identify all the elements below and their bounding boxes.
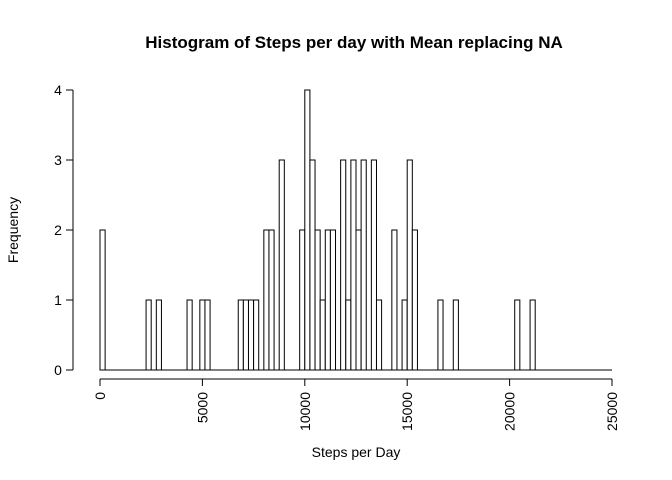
histogram-bar bbox=[355, 229, 362, 371]
histogram-bar bbox=[314, 229, 321, 371]
histogram-bar bbox=[411, 229, 418, 371]
histogram-bar bbox=[99, 229, 106, 371]
y-tick-label: 3 bbox=[54, 152, 62, 168]
x-tick-label: 10000 bbox=[297, 392, 313, 431]
histogram-bar bbox=[186, 299, 193, 371]
x-tick-label: 15000 bbox=[399, 392, 415, 431]
histogram-bar bbox=[406, 159, 413, 371]
histogram-bar bbox=[155, 299, 162, 371]
y-tick-label: 0 bbox=[54, 362, 62, 378]
chart-title: Histogram of Steps per day with Mean rep… bbox=[145, 33, 563, 52]
histogram-bar bbox=[375, 299, 383, 371]
x-tick-label: 0 bbox=[92, 392, 108, 400]
histogram-bar bbox=[401, 299, 408, 371]
y-axis-label: Frequency bbox=[5, 197, 21, 263]
y-tick-label: 2 bbox=[54, 222, 62, 238]
histogram-bar bbox=[391, 229, 398, 371]
bars-group bbox=[99, 89, 612, 371]
x-axis-label: Steps per Day bbox=[312, 444, 401, 460]
histogram-bar bbox=[370, 159, 377, 371]
histogram-bar bbox=[253, 299, 260, 371]
x-axis: 0 5000 10000 15000 20000 25000 bbox=[92, 378, 620, 431]
histogram-bar bbox=[242, 299, 249, 371]
histogram-bar bbox=[452, 299, 459, 371]
histogram-bar bbox=[237, 299, 244, 371]
y-tick-label: 4 bbox=[54, 82, 62, 98]
histogram-bar bbox=[309, 159, 316, 371]
histogram-bar bbox=[529, 299, 536, 371]
histogram-bar bbox=[437, 299, 444, 371]
histogram-bar bbox=[199, 299, 206, 371]
histogram-bar bbox=[268, 229, 275, 371]
x-tick-label: 25000 bbox=[604, 392, 620, 431]
histogram-bar bbox=[324, 229, 331, 371]
y-tick-label: 1 bbox=[54, 292, 62, 308]
histogram-bar bbox=[360, 159, 367, 371]
histogram-bar bbox=[247, 299, 255, 371]
histogram-bar bbox=[514, 299, 521, 371]
x-tick-label: 20000 bbox=[502, 392, 518, 431]
histogram-bar bbox=[340, 159, 347, 371]
histogram-bar bbox=[304, 89, 311, 371]
histogram-bar bbox=[263, 229, 270, 371]
histogram-bar bbox=[350, 159, 357, 371]
y-axis: 0 1 2 3 4 bbox=[54, 82, 74, 378]
histogram-bar bbox=[329, 229, 337, 371]
histogram-bar bbox=[299, 229, 306, 371]
x-tick-label: 5000 bbox=[194, 392, 210, 423]
histogram-bar bbox=[145, 299, 152, 371]
histogram-bar bbox=[319, 299, 326, 371]
histogram-bar bbox=[204, 299, 211, 371]
histogram-bar bbox=[345, 299, 352, 371]
histogram-bar bbox=[278, 159, 285, 371]
